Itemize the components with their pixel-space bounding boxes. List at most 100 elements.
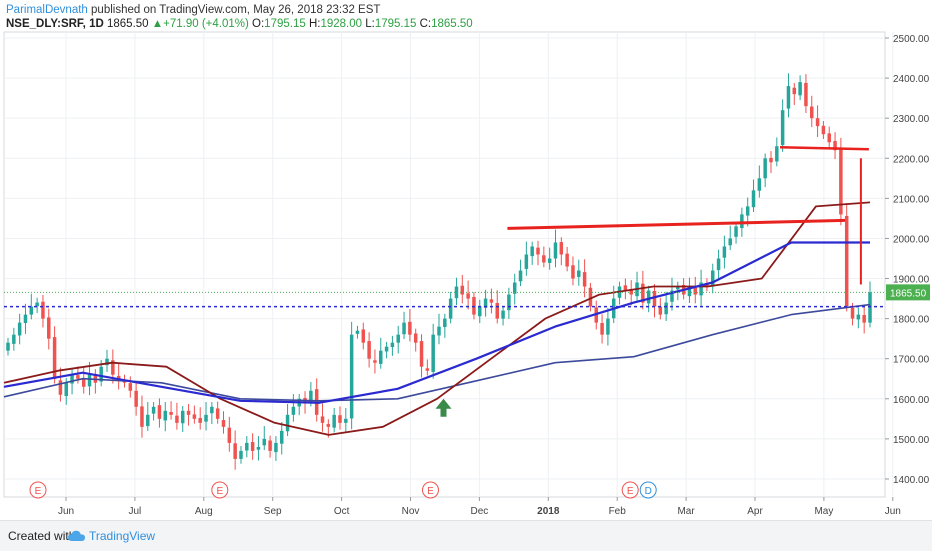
candle-body [844, 215, 849, 307]
candle [821, 120, 826, 140]
tradingview-cloud-icon [68, 530, 85, 541]
candle [623, 278, 628, 300]
candle-body [413, 333, 418, 343]
candle-body [670, 290, 674, 302]
candle-body [687, 286, 692, 297]
candle-body [798, 82, 802, 96]
candle-body [431, 334, 435, 372]
candle [192, 405, 197, 424]
annotations: 1865.50E E E E D [4, 146, 930, 499]
last-price-tag-label: 1865.50 [890, 288, 927, 299]
candle [23, 303, 28, 334]
candle [454, 277, 459, 305]
candle [617, 281, 622, 305]
x-tick-label: Sep [264, 506, 282, 517]
candle [128, 376, 133, 398]
earnings-marker-label: E [427, 486, 434, 497]
candle-body [827, 133, 831, 143]
candle-body [425, 368, 430, 371]
candle [29, 293, 34, 320]
candle-body [180, 410, 185, 424]
y-tick-label: 2400.00 [893, 74, 930, 85]
author-link[interactable]: ParimalDevnath [6, 4, 88, 16]
candle [431, 323, 435, 379]
candle [641, 270, 645, 310]
candle-body [693, 287, 698, 295]
x-tick-label: Dec [471, 506, 489, 517]
earnings-marker-label: E [35, 486, 42, 497]
candle [501, 305, 505, 326]
candle [466, 280, 470, 310]
candle-body [740, 214, 744, 229]
earnings-marker-label: E [216, 486, 223, 497]
candle [76, 366, 80, 384]
candle-body [699, 282, 703, 296]
candle-body [786, 86, 791, 109]
candle-body [437, 326, 441, 336]
candle [6, 337, 10, 356]
candle-body [856, 314, 861, 320]
candle [210, 401, 214, 425]
candle [757, 165, 762, 198]
x-tick-label: Jul [129, 506, 142, 517]
dividend-marker: D [639, 481, 657, 499]
candle-body [250, 442, 255, 451]
candle [780, 99, 785, 152]
candle [751, 179, 756, 212]
candle-body [763, 158, 767, 179]
candle-body [600, 323, 604, 335]
candle-body [355, 330, 360, 334]
candle [792, 82, 797, 105]
candle [413, 328, 418, 352]
candle [763, 153, 767, 188]
candle [460, 274, 465, 304]
candle [600, 314, 604, 344]
candle-body [466, 293, 470, 299]
symbol-label[interactable]: NSE_DLY:SRF, 1D [6, 18, 104, 30]
candle [291, 393, 296, 422]
candle [105, 349, 109, 372]
earnings-marker-circle [211, 481, 229, 499]
candle-body [320, 416, 325, 423]
candle-body [448, 298, 453, 319]
candle [93, 369, 98, 394]
candle [786, 73, 791, 118]
candle-body [157, 405, 162, 419]
candle-body [489, 299, 494, 303]
candle [507, 287, 511, 320]
y-tick-label: 1800.00 [893, 315, 930, 326]
candle-body [396, 334, 400, 343]
candle [384, 341, 389, 359]
candle-body [664, 302, 668, 315]
candle [332, 408, 336, 433]
y-tick-label: 1700.00 [893, 355, 930, 366]
candle [146, 401, 150, 431]
candle [862, 306, 866, 334]
candle-body [6, 342, 10, 351]
candle-body [81, 378, 86, 387]
tradingview-brand[interactable]: TradingView [89, 529, 156, 543]
candle-body [35, 302, 39, 307]
candle-body [204, 414, 208, 422]
x-tick-label: May [814, 506, 833, 517]
candle [635, 271, 639, 301]
last-price-tag [886, 284, 930, 301]
candle-body [530, 246, 534, 257]
candle-body [716, 258, 721, 271]
candle-body [332, 414, 336, 428]
candle [169, 401, 173, 420]
price-chart[interactable]: 1865.50E E E E D 1400.001500.001600.001700.0… [0, 0, 932, 520]
candle [279, 422, 284, 455]
candle-body [443, 318, 447, 328]
candle-body [41, 301, 45, 319]
dividend-marker-circle [639, 481, 657, 499]
candle [285, 404, 290, 437]
candle-body [850, 307, 855, 319]
candle [367, 332, 371, 368]
candle-body [245, 442, 249, 451]
candle [186, 404, 191, 426]
price-change: +71.90 (+4.01%) [163, 18, 249, 30]
candle-body [111, 360, 115, 375]
x-tick-label: Oct [334, 506, 350, 517]
candle-body [17, 322, 22, 336]
